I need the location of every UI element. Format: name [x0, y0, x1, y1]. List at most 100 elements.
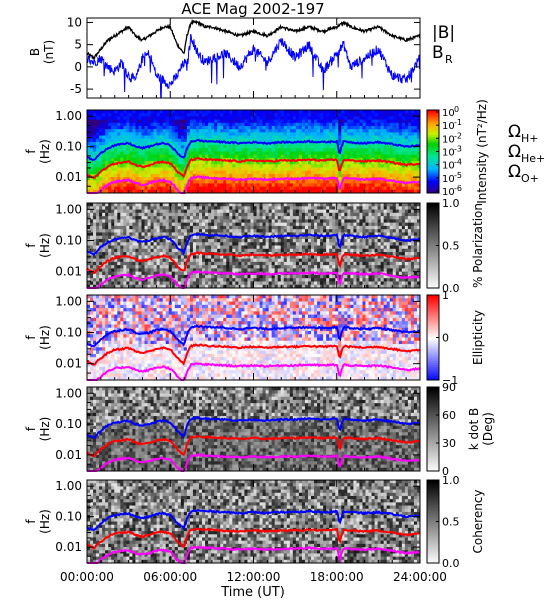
heatmap-cell — [259, 132, 263, 136]
heatmap-cell — [226, 122, 230, 127]
heatmap-cell — [380, 125, 385, 130]
heatmap-cell — [274, 110, 279, 114]
heatmap-cell — [123, 173, 127, 178]
heatmap-cell — [177, 203, 182, 207]
heatmap-cell — [189, 212, 194, 217]
heatmap-cell — [350, 186, 354, 191]
heatmap-cell — [205, 110, 209, 114]
heatmap-cell — [286, 119, 291, 124]
heatmap-cell — [241, 265, 245, 269]
heatmap-cell — [256, 219, 260, 224]
heatmap-cell — [105, 161, 109, 165]
heatmap-cell — [87, 281, 91, 286]
heatmap-cell — [102, 206, 106, 210]
heatmap-cell — [214, 161, 218, 165]
heatmap-cell — [147, 122, 151, 127]
heatmap-cell — [265, 274, 270, 279]
heatmap-cell — [129, 278, 133, 282]
heatmap-cell — [410, 170, 415, 175]
heatmap-cell — [90, 141, 94, 146]
heatmap-cell — [96, 116, 100, 120]
heatmap-cell — [114, 141, 118, 146]
heatmap-cell — [202, 189, 206, 194]
heatmap-cell — [159, 261, 164, 266]
colorbar-segment — [427, 180, 439, 184]
legend-omega-subscript: O+ — [521, 172, 539, 185]
heatmap-cell — [277, 258, 282, 263]
heatmap-cell — [141, 122, 145, 127]
heatmap-cell — [102, 116, 106, 120]
heatmap-cell — [102, 271, 106, 276]
heatmap-cell — [362, 122, 366, 127]
heatmap-cell — [347, 116, 351, 120]
heatmap-cell — [335, 183, 339, 188]
heatmap-cell — [171, 242, 176, 246]
heatmap-cell — [280, 232, 285, 237]
heatmap-cell — [247, 129, 251, 133]
heatmap-cell — [129, 122, 133, 127]
heatmap-cell — [244, 209, 248, 214]
heatmap-cell — [150, 113, 154, 117]
heatmap-cell — [165, 268, 170, 273]
heatmap-cell — [410, 119, 415, 124]
heatmap-cell — [271, 138, 276, 143]
heatmap-cell — [407, 141, 412, 146]
heatmap-cell — [226, 116, 230, 120]
heatmap-cell — [129, 113, 133, 117]
heatmap-cell — [117, 222, 121, 227]
heatmap-cell — [162, 252, 167, 256]
heatmap-cell — [292, 141, 297, 146]
heatmap-cell — [238, 209, 242, 214]
heatmap-cell — [329, 122, 333, 127]
heatmap-cell — [199, 148, 203, 152]
heatmap-cell — [199, 258, 203, 263]
heatmap-cell — [195, 216, 200, 220]
heatmap-cell — [389, 183, 394, 188]
heatmap-cell — [253, 265, 257, 269]
heatmap-cell — [126, 222, 130, 227]
heatmap-cell — [356, 110, 360, 114]
heatmap-cell — [180, 225, 185, 230]
heatmap-cell — [87, 219, 91, 224]
heatmap-cell — [192, 229, 197, 233]
heatmap-cell — [226, 225, 230, 230]
heatmap-cell — [223, 116, 227, 120]
heatmap-cell — [208, 180, 212, 184]
heatmap-cell — [205, 261, 209, 266]
heatmap-cell — [383, 177, 388, 181]
heatmap-cell — [220, 248, 224, 253]
heatmap-cell — [129, 281, 133, 286]
heatmap-cell — [226, 284, 230, 289]
heatmap-cell — [129, 154, 133, 159]
heatmap-cell — [120, 125, 124, 130]
heatmap-cell — [93, 265, 97, 269]
heatmap-cell — [292, 232, 297, 237]
heatmap-cell — [87, 110, 91, 114]
heatmap-cell — [232, 222, 236, 227]
heatmap-cell — [317, 113, 321, 117]
heatmap-cell — [183, 212, 188, 217]
heatmap-cell — [114, 173, 118, 178]
heatmap-cell — [165, 225, 170, 230]
heatmap-cell — [268, 173, 273, 178]
heatmap-cell — [356, 145, 360, 149]
heatmap-cell — [359, 148, 363, 152]
heatmap-cell — [280, 219, 285, 224]
heatmap-cell — [244, 261, 248, 266]
heatmap-cell — [386, 110, 391, 114]
heatmap-cell — [183, 110, 188, 114]
heatmap-cell — [195, 113, 200, 117]
heatmap-cell — [214, 238, 218, 243]
heatmap-cell — [111, 252, 115, 256]
heatmap-cell — [214, 245, 218, 250]
heatmap-cell — [256, 186, 260, 191]
heatmap-cell — [359, 186, 363, 191]
heatmap-cell — [298, 110, 303, 114]
heatmap-cell — [168, 170, 173, 175]
heatmap-cell — [202, 167, 206, 172]
heatmap-cell — [265, 278, 270, 282]
heatmap-cell — [401, 189, 406, 194]
heatmap-cell — [329, 135, 333, 140]
heatmap-cell — [262, 154, 267, 159]
heatmap-cell — [238, 135, 242, 140]
